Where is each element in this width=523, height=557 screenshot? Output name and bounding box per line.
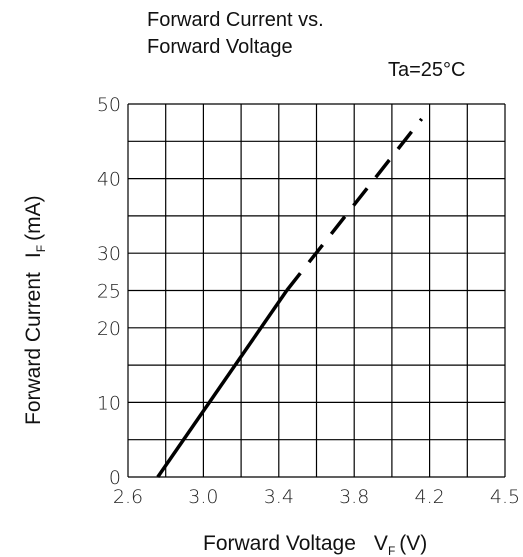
x-axis-symbol-sub: F [388, 544, 395, 557]
data-lines [156, 117, 424, 478]
temperature-annotation: Ta=25°C [388, 59, 466, 81]
x-tick-label: 2.6 [113, 486, 143, 508]
y-tick-label: 25 [97, 281, 121, 303]
x-tick-labels: 2.6 3.0 3.4 3.8 4.2 4.5 [113, 486, 520, 508]
series-line-dashed [285, 117, 424, 292]
x-tick-label: 3.0 [188, 486, 218, 508]
y-axis-symbol: I [22, 252, 45, 258]
chart-title-line-2: Forward Voltage [147, 36, 293, 58]
chart-title-line-1: Forward Current vs. [147, 9, 324, 31]
y-tick-label: 10 [97, 392, 121, 414]
y-tick-label: 50 [97, 94, 121, 116]
y-tick-label: 40 [97, 169, 121, 191]
x-tick-label: 4.2 [414, 486, 444, 508]
y-axis-unit: (mA) [22, 195, 45, 241]
y-tick-labels: 0 10 20 25 30 40 50 [97, 94, 121, 489]
x-axis-label: Forward Voltage VF (V) [203, 532, 427, 557]
x-axis-symbol: V [374, 532, 388, 555]
x-tick-label: 4.5 [490, 486, 520, 508]
y-tick-label: 30 [97, 243, 121, 265]
x-axis-label-text: Forward Voltage [203, 532, 356, 555]
x-tick-label: 3.4 [264, 486, 294, 508]
y-axis-symbol-sub: F [34, 245, 48, 252]
y-tick-label: 20 [97, 318, 121, 340]
plot-grid [127, 103, 506, 478]
y-axis-label-text: Forward Current [22, 272, 45, 425]
series-line-solid [156, 289, 289, 478]
y-tick-label: 0 [109, 467, 121, 489]
x-tick-label: 3.8 [339, 486, 369, 508]
x-axis-unit: (V) [399, 532, 427, 555]
y-axis-label: Forward Current IF (mA) [22, 195, 48, 425]
